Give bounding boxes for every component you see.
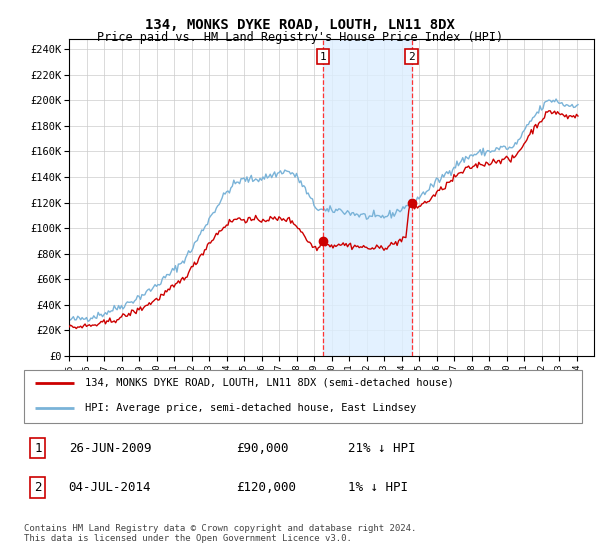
Text: 1% ↓ HPI: 1% ↓ HPI	[347, 481, 407, 494]
Text: 26-JUN-2009: 26-JUN-2009	[68, 441, 151, 455]
Text: 134, MONKS DYKE ROAD, LOUTH, LN11 8DX (semi-detached house): 134, MONKS DYKE ROAD, LOUTH, LN11 8DX (s…	[85, 378, 454, 388]
Text: £120,000: £120,000	[236, 481, 296, 494]
Text: 2: 2	[408, 52, 415, 62]
Text: 1: 1	[319, 52, 326, 62]
Text: Contains HM Land Registry data © Crown copyright and database right 2024.
This d: Contains HM Land Registry data © Crown c…	[24, 524, 416, 543]
Text: 2: 2	[34, 481, 42, 494]
Text: 134, MONKS DYKE ROAD, LOUTH, LN11 8DX: 134, MONKS DYKE ROAD, LOUTH, LN11 8DX	[145, 18, 455, 32]
Text: £90,000: £90,000	[236, 441, 289, 455]
FancyBboxPatch shape	[24, 370, 582, 423]
Bar	[323, 39, 412, 356]
Text: 04-JUL-2014: 04-JUL-2014	[68, 481, 151, 494]
Text: HPI: Average price, semi-detached house, East Lindsey: HPI: Average price, semi-detached house,…	[85, 403, 416, 413]
Text: 1: 1	[34, 441, 42, 455]
Text: Price paid vs. HM Land Registry's House Price Index (HPI): Price paid vs. HM Land Registry's House …	[97, 31, 503, 44]
Text: 21% ↓ HPI: 21% ↓ HPI	[347, 441, 415, 455]
